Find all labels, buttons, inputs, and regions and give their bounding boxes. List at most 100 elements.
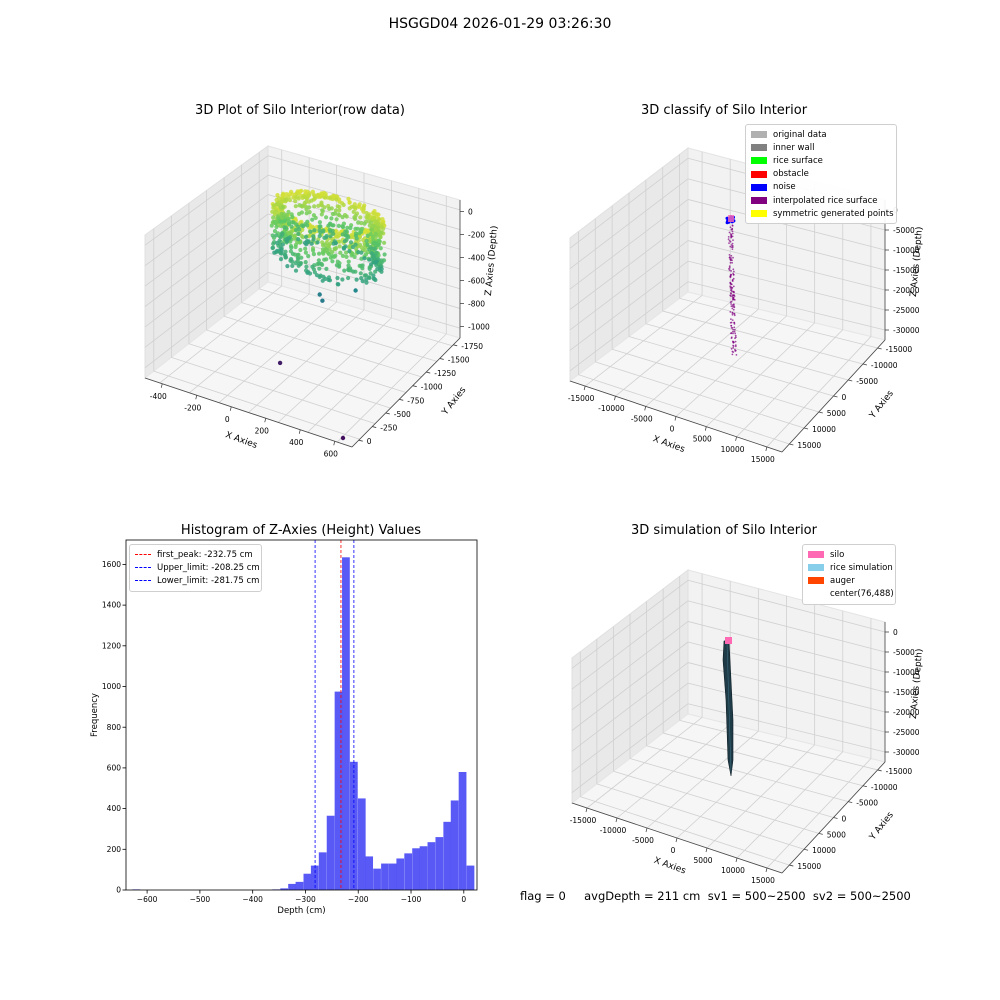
x-axis-label: X Axies [651,434,686,455]
data-point [281,222,286,228]
data-point [272,203,277,208]
interpolated-point [731,304,734,306]
panel4-title: 3D simulation of Silo Interior [631,523,817,538]
data-point [363,252,369,257]
y-tick-label: 5000 [827,830,846,839]
data-point [334,263,339,268]
data-point [318,224,323,229]
data-point [302,240,308,245]
data-point [333,241,338,246]
data-point [314,240,319,245]
data-point [275,248,280,253]
grid-line [662,310,864,365]
data-point [298,239,303,245]
data-point [290,263,295,268]
histogram-bar [381,863,389,890]
interpolated-point [734,348,736,351]
data-point [303,260,308,265]
data-point [324,248,329,253]
data-point [373,239,378,245]
data-point [340,253,345,258]
data-point [366,236,371,241]
data-point [382,223,387,228]
data-point [279,251,284,256]
x-tick [264,418,267,423]
data-point [289,257,294,262]
z-tick-label: -1000 [468,323,490,332]
data-point [373,251,378,256]
x-tick-label: 5000 [693,856,712,865]
interpolated-point [732,340,734,343]
data-point [370,216,375,221]
interpolated-point [728,268,730,270]
y-tick-label: -10000 [871,361,898,370]
data-point [276,243,281,248]
data-point [279,206,284,211]
data-point [341,240,346,245]
data-point [316,194,321,199]
data-point [309,225,314,230]
data-point [327,206,332,211]
data-point [323,194,328,199]
x-tick-label: -5000 [632,836,654,845]
grid-line [646,730,759,829]
data-point [277,234,283,239]
data-point [373,245,378,250]
x-tick-label: −400 [242,895,263,904]
legend-label: original data [773,129,827,140]
data-point [340,201,345,206]
data-point [381,258,387,263]
data-point [374,250,379,255]
data-point [375,224,380,229]
data-point [363,273,369,278]
data-point [326,275,332,280]
legend-label: silo [830,549,845,560]
data-point [375,257,380,262]
data-point [335,194,340,200]
data-point [315,193,320,198]
interpolated-point [730,289,732,291]
legend-label: Lower_limit: -281.75 cm [157,575,260,586]
data-point [372,219,378,224]
interpolated-point [732,308,735,311]
data-point [379,260,384,265]
data-point [376,212,381,217]
data-point [297,261,302,266]
y-tick-label: 0 [842,815,847,824]
data-point [275,240,280,246]
histogram-bar [396,858,405,890]
data-point [293,199,298,204]
data-point [287,192,292,197]
data-point [276,212,281,217]
data-point [280,219,285,224]
interpolated-point [730,246,733,249]
data-point [377,265,382,270]
data-point [326,223,331,228]
data-point [324,245,329,251]
x-tick-label: 0 [225,415,230,424]
data-point [283,237,288,243]
data-point [359,231,365,236]
data-point [346,259,351,264]
data-point [284,192,289,197]
data-point [376,232,381,237]
column-highlight [726,641,732,773]
data-point [373,231,378,236]
legend-label: rice simulation [830,562,893,573]
data-point [330,254,335,259]
data-point [374,222,379,227]
y-tick-label: 5000 [827,409,846,418]
data-point [293,252,298,257]
x-axis-line [144,377,353,448]
interpolated-point [731,235,734,238]
data-point [285,264,290,269]
data-point [376,228,382,233]
x-tick-label: 0 [671,846,676,855]
data-point [275,223,280,228]
data-point [284,226,289,231]
data-point [299,233,304,238]
data-point [373,219,378,224]
interpolated-point [733,328,736,331]
data-point [295,258,300,264]
interpolated-point [733,306,736,308]
